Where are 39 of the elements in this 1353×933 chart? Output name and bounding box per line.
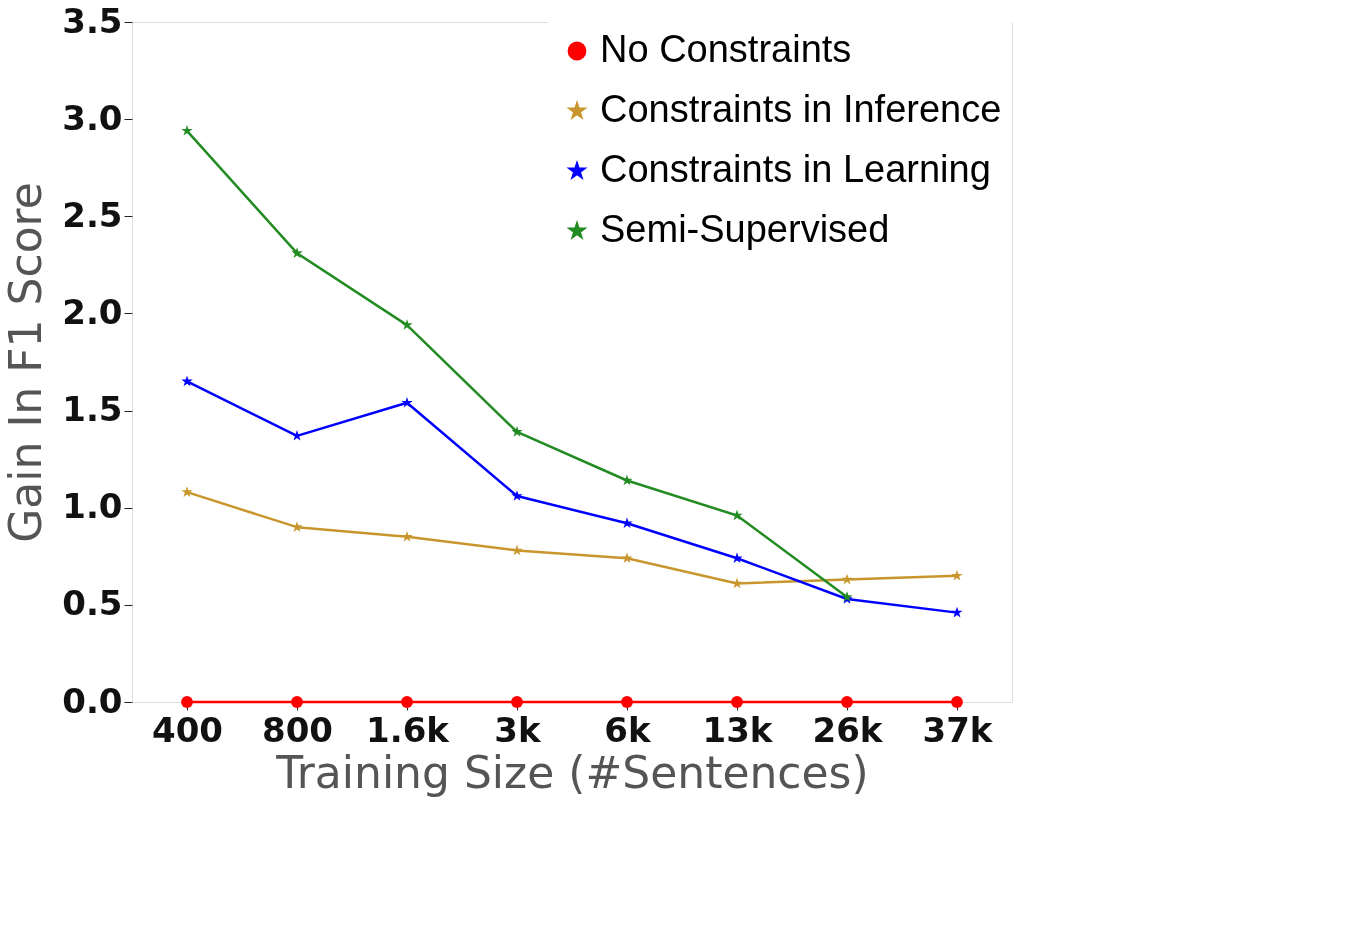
point [181, 375, 193, 387]
y-tick-label: 3.5 [62, 0, 123, 41]
point [401, 396, 413, 408]
point [401, 530, 413, 542]
point [951, 606, 963, 618]
point [511, 696, 523, 708]
point [291, 247, 303, 258]
point [621, 696, 633, 708]
y-tick-label: 3.0 [62, 97, 123, 138]
point [511, 544, 523, 556]
point [951, 696, 963, 708]
point [841, 573, 853, 585]
y-tick-label: 0.5 [62, 583, 123, 624]
y-tick-label: 1.0 [62, 486, 123, 527]
y-tick-label: 2.0 [62, 291, 123, 332]
y-axis-title: Gain In F1 Score [0, 182, 52, 543]
y-tick-label: 2.5 [62, 194, 123, 235]
point [731, 577, 743, 589]
point [731, 696, 743, 708]
point [181, 696, 193, 708]
point [841, 696, 853, 708]
point [511, 426, 523, 437]
point [401, 319, 413, 330]
point [401, 696, 413, 708]
legend-label: Constraints in Inference [600, 88, 1002, 130]
point [621, 474, 633, 486]
legend-label: No Constraints [600, 28, 852, 70]
x-tick-label: 37k [922, 709, 994, 750]
point [511, 490, 523, 501]
point [291, 696, 303, 708]
point [951, 569, 963, 581]
x-tick-label: 400 [152, 709, 223, 750]
legend-label: Semi-Supervised [600, 208, 890, 250]
point [181, 486, 193, 497]
point [181, 124, 193, 136]
y-tick-label: 1.5 [62, 389, 123, 430]
point [621, 552, 633, 564]
y-tick-label: 0.0 [62, 680, 123, 721]
legend-label: Constraints in Learning [600, 148, 991, 190]
